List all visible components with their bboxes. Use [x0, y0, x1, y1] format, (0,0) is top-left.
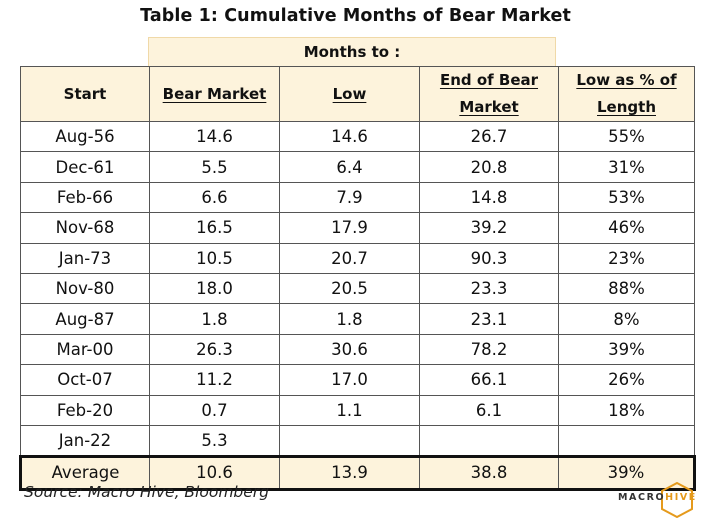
- start-date-cell: Jan-22: [20, 424, 150, 458]
- value-cell: 14.8: [419, 181, 559, 214]
- column-header: End of Bear Market: [419, 66, 559, 122]
- value-cell: 6.6: [149, 181, 280, 214]
- column-header-label: End of Bear: [439, 71, 539, 89]
- table-row: Aug-87 1.8 1.8 23.1 8%: [20, 303, 695, 335]
- start-date-cell: Aug-56: [20, 120, 150, 153]
- column-header-label: Low as % of: [576, 71, 677, 89]
- table-row: Nov-68 16.5 17.9 39.2 46%: [20, 212, 695, 244]
- header-row: Start Bear Market Low End of Bear Market…: [20, 66, 695, 122]
- value-cell: 88%: [558, 272, 695, 305]
- table-row: Feb-20 0.7 1.1 6.1 18%: [20, 394, 695, 426]
- column-header: Start: [20, 66, 150, 122]
- value-cell: [279, 424, 420, 458]
- table-row: Dec-61 5.5 6.4 20.8 31%: [20, 151, 695, 183]
- value-cell: 8%: [558, 303, 695, 335]
- column-header-label: Market: [459, 98, 519, 116]
- macro-hive-logo: MACROHIVE: [616, 482, 696, 518]
- column-header-label: Length: [597, 98, 656, 116]
- value-cell: 78.2: [419, 333, 559, 366]
- value-cell: 26.7: [419, 120, 559, 153]
- average-value-cell: 38.8: [419, 455, 559, 491]
- table-row: Jan-22 5.3: [20, 424, 695, 458]
- logo-text-hive: HIVE: [665, 492, 697, 503]
- source-note: Source: Macro Hive, Bloomberg: [24, 483, 270, 501]
- table-title: Table 1: Cumulative Months of Bear Marke…: [140, 6, 571, 26]
- value-cell: 17.9: [279, 212, 420, 244]
- average-value-cell: 39%: [558, 455, 696, 491]
- average-value-cell: 13.9: [279, 455, 420, 491]
- value-cell: 10.5: [149, 242, 280, 274]
- value-cell: 1.8: [149, 303, 280, 335]
- average-label-cell: Average: [19, 455, 150, 491]
- value-cell: 20.5: [279, 272, 420, 305]
- value-cell: 53%: [558, 181, 695, 214]
- value-cell: 39.2: [419, 212, 559, 244]
- start-date-cell: Feb-20: [20, 394, 150, 426]
- value-cell: 39%: [558, 333, 695, 366]
- value-cell: 6.4: [279, 151, 420, 183]
- value-cell: 66.1: [419, 364, 559, 396]
- value-cell: 14.6: [279, 120, 420, 153]
- value-cell: 90.3: [419, 242, 559, 274]
- start-date-cell: Aug-87: [20, 303, 150, 335]
- value-cell: 18%: [558, 394, 695, 426]
- table-body: Aug-56 14.6 14.6 26.7 55% Dec-61 5.5 6.4 20.8 31%…: [19, 120, 696, 491]
- value-cell: 26%: [558, 364, 695, 396]
- value-cell: 26.3: [149, 333, 280, 366]
- value-cell: 31%: [558, 151, 695, 183]
- value-cell: 0.7: [149, 394, 280, 426]
- value-cell: 5.5: [149, 151, 280, 183]
- value-cell: 23.3: [419, 272, 559, 305]
- table-row: Feb-66 6.6 7.9 14.8 53%: [20, 181, 695, 214]
- value-cell: 20.7: [279, 242, 420, 274]
- start-date-cell: Jan-73: [20, 242, 150, 274]
- value-cell: [419, 424, 559, 458]
- column-header: Low as % of Length: [558, 66, 695, 122]
- table-row: Jan-73 10.5 20.7 90.3 23%: [20, 242, 695, 274]
- value-cell: 23%: [558, 242, 695, 274]
- start-date-cell: Nov-80: [20, 272, 150, 305]
- value-cell: 6.1: [419, 394, 559, 426]
- value-cell: 46%: [558, 212, 695, 244]
- column-header: Bear Market: [149, 66, 280, 122]
- value-cell: 55%: [558, 120, 695, 153]
- value-cell: 1.1: [279, 394, 420, 426]
- value-cell: 7.9: [279, 181, 420, 214]
- value-cell: 30.6: [279, 333, 420, 366]
- logo-text-macro: MACRO: [618, 492, 666, 503]
- value-cell: 18.0: [149, 272, 280, 305]
- start-date-cell: Mar-00: [20, 333, 150, 366]
- value-cell: 11.2: [149, 364, 280, 396]
- start-date-cell: Feb-66: [20, 181, 150, 214]
- logo-wordmark: MACROHIVE: [618, 492, 697, 503]
- column-header: Low: [279, 66, 420, 122]
- start-date-cell: Oct-07: [20, 364, 150, 396]
- average-row: Average 10.6 13.9 38.8 39%: [19, 455, 696, 491]
- table-row: Mar-00 26.3 30.6 78.2 39%: [20, 333, 695, 366]
- table-row: Nov-80 18.0 20.5 23.3 88%: [20, 272, 695, 305]
- bear-market-table: Start Bear Market Low End of Bear Market…: [19, 66, 696, 491]
- start-date-cell: Nov-68: [20, 212, 150, 244]
- value-cell: 16.5: [149, 212, 280, 244]
- table-row: Oct-07 11.2 17.0 66.1 26%: [20, 364, 695, 396]
- value-cell: [558, 424, 695, 458]
- hexagon-logo-icon: [661, 482, 693, 518]
- table-row: Aug-56 14.6 14.6 26.7 55%: [20, 120, 695, 153]
- value-cell: 23.1: [419, 303, 559, 335]
- value-cell: 20.8: [419, 151, 559, 183]
- column-header-label: Low: [332, 84, 367, 103]
- value-cell: 17.0: [279, 364, 420, 396]
- group-header: Months to :: [148, 37, 556, 66]
- value-cell: 5.3: [149, 424, 280, 458]
- value-cell: 14.6: [149, 120, 280, 153]
- value-cell: 1.8: [279, 303, 420, 335]
- column-header-label: Start: [63, 84, 107, 103]
- column-header-label: Bear Market: [162, 84, 267, 103]
- start-date-cell: Dec-61: [20, 151, 150, 183]
